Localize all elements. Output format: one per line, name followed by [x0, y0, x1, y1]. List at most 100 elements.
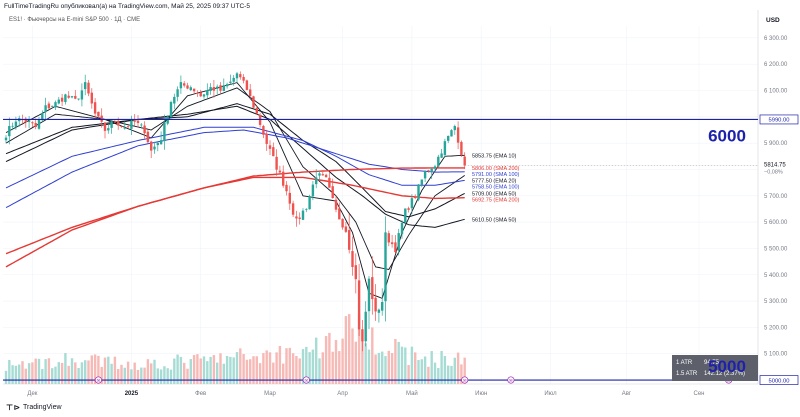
price-tick-label: 5 200.00: [764, 325, 788, 331]
event-marker-glyph: ✉: [97, 378, 101, 383]
volume-bar: [169, 369, 173, 384]
price-tick-label: 6 100.00: [764, 88, 788, 94]
candle-body: [143, 125, 146, 134]
candle-body: [126, 126, 130, 128]
volume-bar: [156, 368, 159, 384]
candle-body: [67, 95, 70, 98]
candle-body: [123, 127, 126, 129]
volume-bar: [239, 348, 242, 384]
volume-bar: [453, 357, 456, 384]
ma-line-sma-50: [5, 105, 465, 228]
candle-body: [176, 89, 179, 97]
volume-bar: [8, 359, 11, 384]
candle-body: [113, 121, 117, 123]
volume-bar: [235, 352, 239, 384]
volume-bar: [143, 367, 146, 384]
candle-body: [437, 156, 440, 167]
candles[interactable]: [4, 71, 466, 352]
volume-bar: [103, 357, 107, 384]
volume-bar: [364, 343, 367, 384]
volume-bar: [367, 349, 371, 384]
volume-bar: [183, 362, 186, 384]
level-axis-tag: [759, 375, 799, 385]
volume-bar: [146, 359, 150, 384]
candle-body: [308, 196, 311, 210]
volume-bar: [420, 359, 423, 384]
volume-bar: [414, 352, 417, 384]
level-axis-tag: [759, 114, 799, 125]
volume-bar: [150, 363, 153, 384]
volume-bar: [4, 370, 8, 384]
volume-bar: [315, 337, 318, 384]
level-big-label: 6000: [708, 126, 746, 145]
candle-body: [202, 94, 206, 97]
candle-body: [97, 111, 100, 117]
price-tick-label: 5 700.00: [764, 194, 788, 200]
candle-body: [341, 218, 344, 228]
time-tick-label: Фев: [195, 391, 206, 397]
volume-bar: [11, 365, 14, 384]
volume-bar: [417, 359, 420, 384]
volume-bar: [153, 359, 156, 384]
candle-body: [219, 85, 222, 91]
volume-bar: [80, 362, 84, 384]
candle-body: [255, 108, 258, 114]
candle-body: [186, 85, 189, 89]
volume-bar: [318, 358, 321, 384]
volume-bar: [100, 366, 103, 384]
candle-body: [433, 166, 437, 169]
candle-body: [318, 173, 321, 176]
price-tick-label: 5 900.00: [764, 141, 788, 147]
volume-bar: [437, 367, 440, 384]
indicator-label: 5853.75 (EMA 10): [472, 153, 517, 159]
candle-body: [239, 74, 242, 78]
candle-body: [31, 122, 34, 124]
price-tick-label: 5 400.00: [764, 273, 788, 279]
volume-bar: [258, 363, 262, 384]
volume-bar: [407, 365, 410, 384]
time-tick-label: Авг: [622, 391, 632, 397]
candle-body: [315, 177, 318, 185]
candle-body: [321, 174, 324, 176]
horizontal-levels[interactable]: 5990.00 6000 5000.00: [3, 114, 799, 385]
indicator-label: 5709.00 (EMA 50): [472, 191, 517, 197]
volume-bar: [51, 368, 54, 384]
time-tick-label: Июл: [544, 391, 557, 397]
currency-label[interactable]: USD: [766, 17, 780, 24]
symbol-legend[interactable]: ES1! · Фьючерсы на E-mini S&P 500 · 1Д ·…: [9, 17, 141, 23]
volume-bar: [272, 362, 275, 384]
candle-body: [265, 133, 268, 144]
atr-label: 1.5 ATR: [676, 371, 698, 377]
volume-bar: [133, 362, 136, 384]
candle-body: [404, 208, 407, 223]
candle-body: [410, 198, 414, 209]
price-axis[interactable]: 5 100.00 5 200.00 5 300.00 5 400.00 5 500.00…: [764, 36, 788, 358]
candle-body: [291, 203, 295, 215]
candle-body: [367, 278, 371, 312]
volume-bar: [354, 341, 357, 384]
indicator-labels: 5853.75 (EMA 10) 5806.00 (SMA 200)5791.00…: [464, 153, 786, 223]
atr-box-bg: [672, 355, 758, 381]
volume-bar: [305, 346, 308, 384]
atr-box: 1 ATR 94.75 1.5 ATR 142.12 (2.37%)5000: [672, 355, 758, 381]
candle-body: [159, 140, 163, 145]
candle-body: [397, 233, 400, 251]
candle-body: [417, 184, 420, 200]
candle-body: [232, 77, 235, 82]
volume-bar: [255, 356, 258, 384]
time-tick-label: Май: [406, 390, 418, 397]
volume-bar: [410, 346, 414, 384]
volume-bar: [93, 354, 97, 384]
candle-body: [130, 120, 133, 129]
candle-body: [348, 230, 351, 250]
candle-body: [179, 82, 183, 89]
tradingview-logo-icon: ⊤⊳: [6, 403, 21, 412]
candle-body: [60, 97, 64, 102]
volume-bar: [361, 341, 364, 384]
candle-body: [11, 125, 14, 127]
candle-body: [80, 90, 84, 100]
candle-body: [34, 123, 37, 128]
ma-line-ema-100: [5, 126, 465, 189]
last-price-change: −0,08%: [764, 170, 783, 176]
